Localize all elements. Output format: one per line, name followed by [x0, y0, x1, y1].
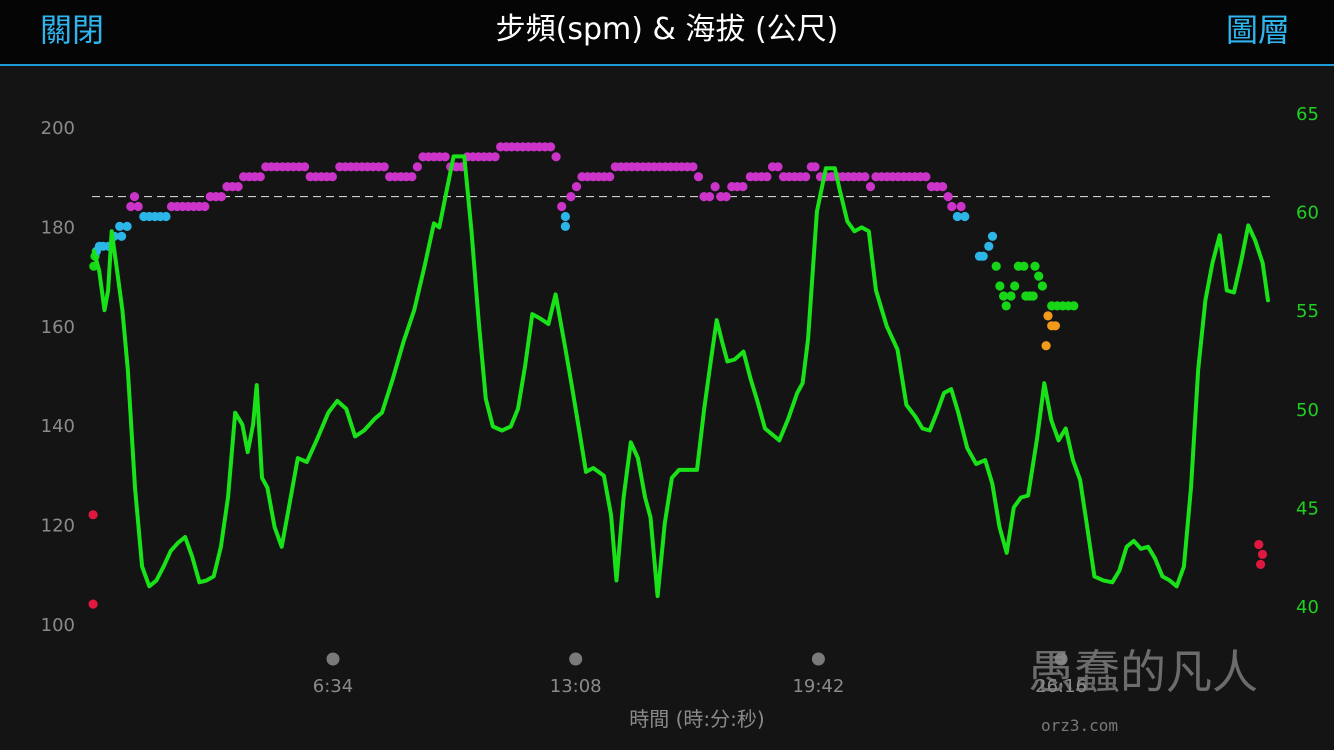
layers-button[interactable]: 圖層	[1226, 10, 1290, 50]
cadence-point	[89, 510, 98, 519]
watermark: 愚蠢的凡人 orz3.com	[1028, 645, 1258, 735]
cadence-point	[1010, 281, 1019, 290]
cadence-point	[995, 281, 1004, 290]
cadence-point	[1006, 291, 1015, 300]
left-tick-label: 200	[41, 118, 75, 139]
cadence-point	[711, 182, 720, 191]
x-axis-label: 時間 (時:分:秒)	[629, 707, 764, 731]
x-tick-label: 13:08	[550, 676, 602, 697]
cadence-point	[1043, 311, 1052, 320]
cadence-point	[960, 212, 969, 221]
x-axis-ticks: 6:34 13:08 19:42 26:16	[313, 653, 1087, 698]
cadence-point	[810, 162, 819, 171]
cadence-point	[130, 192, 139, 201]
x-tick-marker	[812, 653, 825, 666]
cadence-point	[1254, 540, 1263, 549]
cadence-point	[491, 152, 500, 161]
cadence-point	[947, 202, 956, 211]
cadence-point	[380, 162, 389, 171]
cadence-point	[200, 202, 209, 211]
cadence-point	[860, 172, 869, 181]
watermark-text: 愚蠢的凡人	[1028, 645, 1258, 699]
cadence-point	[605, 172, 614, 181]
cadence-point	[300, 162, 309, 171]
left-tick-label: 120	[41, 516, 75, 537]
cadence-point	[413, 162, 422, 171]
cadence-elevation-chart[interactable]: 100 120 140 160 180 200 40 45 50 55 60 65 6:34 13:0…	[0, 66, 1334, 750]
elevation-series-line	[94, 156, 1268, 596]
cadence-point	[557, 202, 566, 211]
cadence-point	[572, 182, 581, 191]
watermark-site: orz3.com	[1041, 716, 1118, 735]
cadence-point	[117, 232, 126, 241]
cadence-point	[866, 182, 875, 191]
cadence-point	[938, 182, 947, 191]
right-tick-label: 65	[1296, 104, 1319, 125]
cadence-point	[921, 172, 930, 181]
cadence-point	[256, 172, 265, 181]
cadence-point	[134, 202, 143, 211]
cadence-point	[1042, 341, 1051, 350]
cadence-point	[546, 142, 555, 151]
cadence-point	[561, 212, 570, 221]
right-tick-label: 55	[1296, 301, 1319, 322]
left-tick-label: 180	[41, 217, 75, 238]
right-tick-label: 50	[1296, 400, 1319, 421]
page-title: 步頻(spm) & 海拔 (公尺)	[0, 10, 1334, 50]
cadence-point	[1258, 550, 1267, 559]
right-tick-label: 45	[1296, 498, 1319, 519]
left-tick-label: 100	[41, 615, 75, 636]
cadence-point	[988, 232, 997, 241]
cadence-point	[1002, 301, 1011, 310]
left-tick-label: 140	[41, 416, 75, 437]
cadence-point	[1051, 321, 1060, 330]
left-axis-ticks: 100 120 140 160 180 200	[41, 118, 75, 636]
right-tick-label: 60	[1296, 203, 1319, 224]
cadence-point	[705, 192, 714, 201]
x-tick-marker	[327, 653, 340, 666]
top-nav-bar: 關閉 步頻(spm) & 海拔 (公尺) 圖層	[0, 0, 1334, 66]
cadence-point	[407, 172, 416, 181]
cadence-point	[566, 192, 575, 201]
cadence-point	[1019, 262, 1028, 271]
x-tick-marker	[569, 653, 582, 666]
cadence-point	[688, 162, 697, 171]
cadence-point	[984, 242, 993, 251]
cadence-point	[1069, 301, 1078, 310]
cadence-point	[123, 222, 132, 231]
cadence-point	[762, 172, 771, 181]
cadence-point	[1034, 272, 1043, 281]
cadence-point	[1029, 291, 1038, 300]
cadence-point	[801, 172, 810, 181]
cadence-point	[694, 172, 703, 181]
cadence-point	[992, 262, 1001, 271]
cadence-point	[722, 192, 731, 201]
cadence-point	[1030, 262, 1039, 271]
cadence-point	[1256, 560, 1265, 569]
cadence-point	[1038, 281, 1047, 290]
right-axis-ticks: 40 45 50 55 60 65	[1296, 104, 1319, 618]
cadence-point	[161, 212, 170, 221]
cadence-point	[957, 202, 966, 211]
cadence-point	[234, 182, 243, 191]
cadence-point	[561, 222, 570, 231]
cadence-point	[552, 152, 561, 161]
cadence-point	[979, 252, 988, 261]
cadence-point	[89, 600, 98, 609]
left-tick-label: 160	[41, 317, 75, 338]
cadence-point	[773, 162, 782, 171]
cadence-point	[441, 152, 450, 161]
cadence-point	[328, 172, 337, 181]
cadence-point	[944, 192, 953, 201]
cadence-point	[217, 192, 226, 201]
x-tick-label: 6:34	[313, 676, 353, 697]
x-tick-label: 19:42	[792, 676, 844, 697]
right-tick-label: 40	[1296, 597, 1319, 618]
cadence-point	[738, 182, 747, 191]
